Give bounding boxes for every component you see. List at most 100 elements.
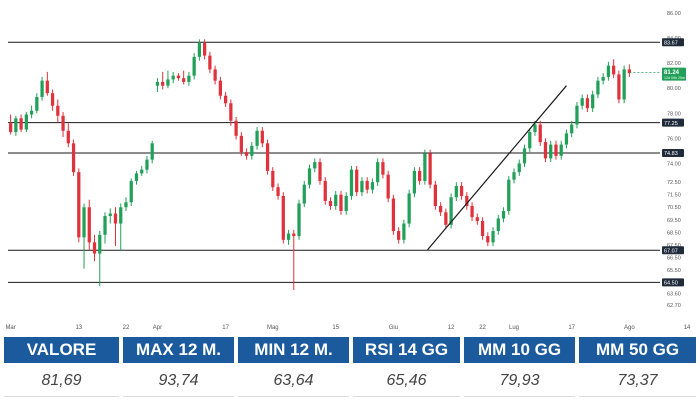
candle [428,149,432,189]
candle [365,177,369,194]
candle [19,114,23,133]
candle-body [501,211,506,219]
candle [397,227,401,244]
x-tick-label: Mar [5,325,15,331]
candle [349,165,354,200]
stat-max-12m: MAX 12 M. 93,74 [123,337,234,397]
candle-body [512,172,516,180]
candle [512,168,516,184]
candle [166,70,170,89]
x-tick-label: 12 [448,325,455,331]
candle [223,91,228,107]
candle [61,112,65,138]
stat-mm-50gg: MM 50 GG 73,37 [579,337,696,397]
level-label-box [662,278,684,287]
stat-value: 73,37 [579,366,696,397]
candle-body [538,124,542,143]
y-tick-label: 68.50 [667,230,681,236]
candle-body [213,69,217,81]
candle-body [507,179,511,212]
candle-body [323,180,327,201]
y-tick-label: 78.00 [667,111,681,117]
trendline [427,85,567,251]
candle-body [528,132,532,149]
candle [334,190,338,210]
candle [554,140,558,160]
candle [318,158,322,185]
candle-body [622,69,626,100]
candle-body [61,115,65,131]
candle [470,202,474,222]
candle [182,70,186,85]
candle-body [218,80,222,96]
candle-body [486,236,490,243]
candle-body [255,130,259,146]
candle-body [554,144,558,156]
candle-body [617,74,621,100]
candle [29,105,34,119]
level-label: 67.07 [664,248,678,254]
candle [265,139,270,175]
candle-body [56,105,60,116]
candle-body [517,163,521,173]
candle-body [570,124,574,134]
candle [355,165,359,196]
candle [454,182,458,201]
candle [208,51,212,74]
x-tick-label: 13 [75,325,82,331]
candle-body [145,159,149,170]
stat-label: MAX 12 M. [123,337,234,363]
candle-body [155,81,160,86]
candle [612,59,616,79]
candle-body [344,195,348,212]
candle [622,65,626,104]
candle-body [150,143,154,160]
candle-body [66,130,70,144]
candle [171,71,175,84]
y-tick-label: 63.60 [667,292,681,298]
candle-body [87,207,91,243]
candle [585,94,590,113]
candle [45,71,49,96]
candle-body [250,145,254,156]
candle-body [370,182,375,190]
candle-body [360,180,364,193]
candle-body [606,65,611,77]
candle-body [376,162,380,183]
candle-body [234,120,238,136]
candle-body [438,205,443,213]
candle [328,197,333,210]
candle [140,165,144,176]
stat-value: 79,93 [464,366,575,397]
candle [124,197,128,212]
candle-body [459,185,464,196]
candle-body [449,197,453,225]
candle [197,39,202,61]
candle-body [265,143,270,171]
candle [14,115,18,136]
y-tick-label: 80.00 [667,86,681,92]
candle-body [286,233,291,240]
candle [412,167,417,198]
candle-body [40,80,44,97]
candle [402,219,406,244]
candle-body [612,65,616,75]
last-price-box [662,67,686,81]
candle [386,170,390,203]
y-tick-label: 65.50 [667,268,681,274]
candle-body [119,207,123,224]
candle-body [98,234,102,254]
candle [407,189,411,228]
candle-body [339,194,343,212]
candle [344,192,348,215]
candle-body [192,56,196,76]
candle-body [140,169,144,174]
candle [507,175,511,215]
candle [522,144,527,168]
candle [559,140,563,160]
candle [617,70,621,104]
candle-body [50,93,55,106]
candle [218,76,222,100]
stat-valore: VALORE 81,69 [4,337,119,397]
